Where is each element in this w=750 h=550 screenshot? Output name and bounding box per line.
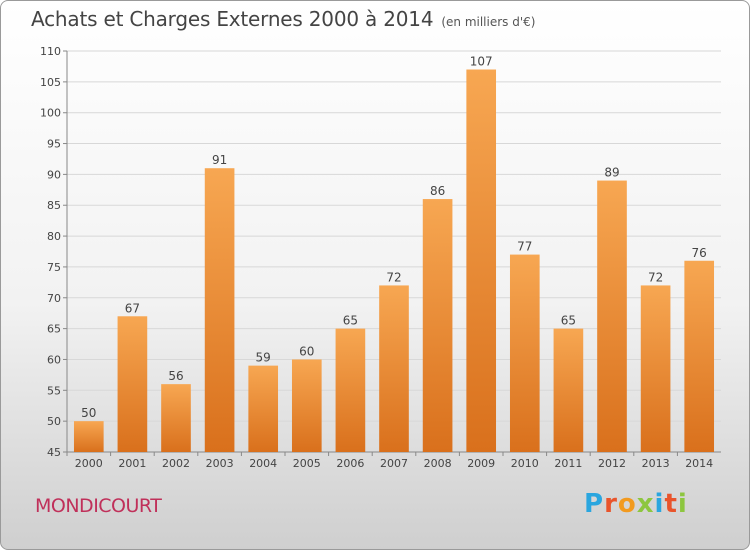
bar-value-label: 91 (212, 153, 227, 167)
bar-2003 (204, 168, 235, 452)
logo-letter: i (654, 489, 665, 519)
x-tick-label: 2001 (118, 457, 146, 470)
y-tick-label: 110 (40, 45, 61, 58)
x-tick-label: 2005 (293, 457, 321, 470)
y-tick-label: 85 (47, 199, 61, 212)
y-tick-label: 90 (47, 168, 61, 181)
bar-value-label: 86 (430, 184, 445, 198)
x-tick-label: 2000 (75, 457, 103, 470)
y-tick-label: 75 (47, 261, 61, 274)
bar-value-label: 77 (517, 240, 532, 254)
y-tick-label: 80 (47, 230, 61, 243)
chart-title: Achats et Charges Externes 2000 à 2014 (e… (31, 7, 535, 31)
bar-2008 (422, 199, 453, 452)
y-tick-label: 60 (47, 353, 61, 366)
x-tick-label: 2014 (685, 457, 713, 470)
y-tick-label: 65 (47, 323, 61, 336)
bar-value-label: 67 (125, 301, 140, 315)
bar-value-label: 56 (168, 369, 183, 383)
x-tick-label: 2008 (424, 457, 452, 470)
bar-value-label: 76 (692, 246, 707, 260)
bar-value-label: 65 (561, 314, 576, 328)
x-tick-label: 2006 (336, 457, 364, 470)
x-tick-label: 2013 (642, 457, 670, 470)
bar-value-label: 72 (386, 270, 401, 284)
bar-2002 (161, 384, 191, 452)
x-tick-label: 2012 (598, 457, 626, 470)
labels: 50 2000 67 2001 56 2002 91 2003 59 2004 60 2005 65 20… (75, 55, 713, 470)
commune-name: MONDICOURT (35, 495, 162, 517)
y-tick-label: 50 (47, 415, 61, 428)
y-tick-label: 70 (47, 292, 61, 305)
bar-value-label: 65 (343, 314, 358, 328)
bar-value-label: 59 (256, 351, 271, 365)
chart-title-text: Achats et Charges Externes 2000 à 2014 (31, 7, 434, 31)
bar-2007 (379, 285, 409, 452)
chart-subtitle: (en milliers d'€) (441, 15, 536, 29)
logo-letter: r (604, 489, 618, 519)
bar-2010 (509, 254, 540, 452)
logo-letter: t (664, 489, 678, 519)
x-tick-label: 2002 (162, 457, 190, 470)
logo-letter: P (584, 489, 605, 519)
bar-2001 (117, 316, 148, 452)
bars (73, 69, 715, 453)
bar-2009 (466, 69, 497, 452)
bar-2012 (597, 180, 627, 453)
y-tick-label: 95 (47, 138, 61, 151)
logo-letter: o (617, 489, 637, 519)
y-tick-label: 55 (47, 384, 61, 397)
bar-2000 (73, 421, 104, 452)
bar-2005 (291, 359, 322, 452)
x-tick-label: 2003 (206, 457, 234, 470)
bar-value-label: 107 (470, 55, 493, 69)
bar-2013 (640, 285, 671, 452)
y-tick-label: 45 (47, 446, 61, 459)
x-tick-label: 2007 (380, 457, 408, 470)
y-tick-label: 105 (40, 76, 61, 89)
bar-2011 (553, 328, 584, 452)
bar-value-label: 89 (604, 166, 619, 180)
x-tick-label: 2010 (511, 457, 539, 470)
bar-value-label: 50 (81, 406, 96, 420)
bar-value-label: 72 (648, 270, 663, 284)
bar-2006 (335, 328, 366, 452)
x-tick-label: 2009 (467, 457, 495, 470)
proxiti-logo[interactable]: Proxiti (584, 489, 688, 519)
y-tick-label: 100 (40, 107, 61, 120)
bar-value-label: 60 (299, 344, 314, 358)
bar-2014 (684, 260, 715, 452)
x-tick-label: 2011 (554, 457, 582, 470)
logo-letter: x (636, 489, 655, 519)
x-tick-label: 2004 (249, 457, 277, 470)
logo-letter: i (677, 489, 688, 519)
bar-2004 (248, 365, 279, 452)
